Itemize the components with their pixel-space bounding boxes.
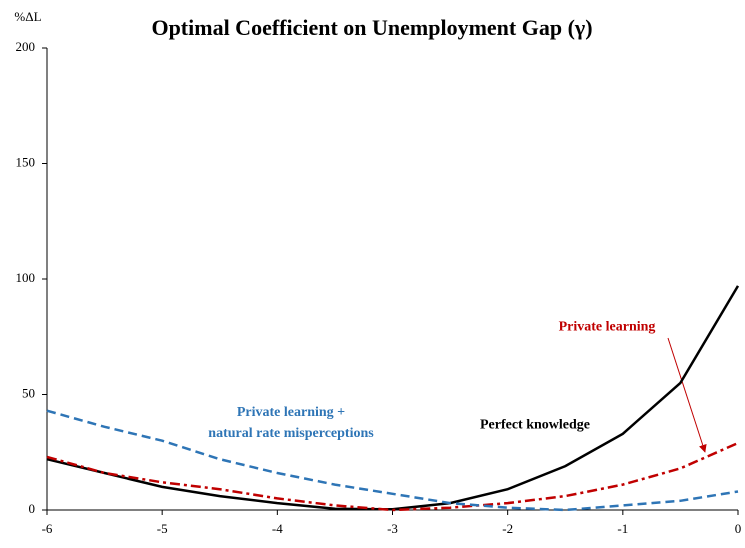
x-tick-label: -2 [502, 521, 513, 536]
series-line [46, 441, 739, 512]
x-tick-label: 0 [735, 521, 742, 536]
series-label: Perfect knowledge [479, 417, 591, 433]
x-tick-label: -6 [42, 521, 53, 536]
chart-title: Optimal Coefficient on Unemployment Gap … [151, 15, 592, 40]
y-tick-label: 100 [16, 270, 36, 285]
x-tick-label: -5 [157, 521, 168, 536]
x-tick-label: -1 [617, 521, 628, 536]
y-tick-label: 0 [29, 501, 36, 516]
series-label: Private learning + natural rate misperce… [208, 405, 374, 441]
annotation-arrow [667, 337, 707, 453]
x-tick-label: -3 [387, 521, 398, 536]
y-tick-label: 150 [16, 154, 36, 169]
series-line [46, 409, 739, 512]
y-tick-label: 200 [16, 39, 36, 54]
series-label: Private learning [558, 319, 656, 335]
x-tick-label: -4 [272, 521, 283, 536]
y-axis-label: %ΔL [14, 9, 41, 24]
y-tick-label: 50 [22, 385, 35, 400]
